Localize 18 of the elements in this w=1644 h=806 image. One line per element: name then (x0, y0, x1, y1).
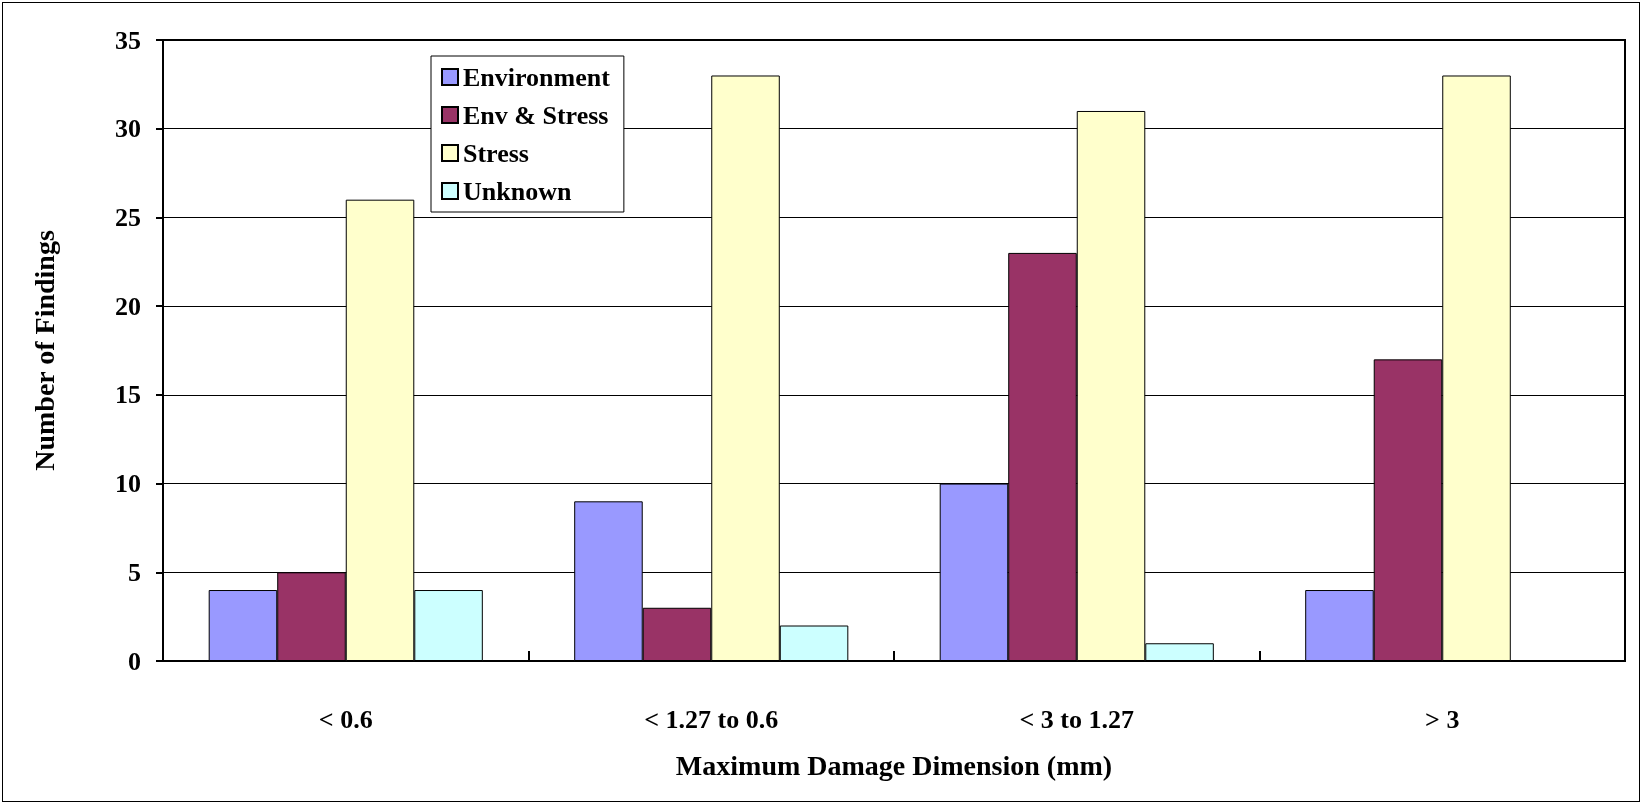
x-axis-title: Maximum Damage Dimension (mm) (675, 749, 1113, 781)
legend-label: Stress (463, 138, 529, 168)
y-tick-label: 5 (128, 557, 141, 587)
y-tick-label: 20 (115, 291, 141, 321)
x-tick-label: < 0.6 (318, 704, 373, 734)
legend-label: Env & Stress (463, 100, 609, 130)
y-tick-label: 15 (115, 380, 141, 410)
x-tick-label: < 1.27 to 0.6 (644, 704, 779, 734)
x-tick-label: < 3 to 1.27 (1019, 704, 1134, 734)
y-tick-label: 0 (128, 646, 141, 676)
y-tick-label: 10 (115, 469, 141, 499)
x-tick-label: > 3 (1425, 704, 1460, 734)
y-tick-label: 25 (115, 202, 141, 232)
y-tick-label: 35 (115, 25, 141, 55)
y-tick-label: 30 (115, 114, 141, 144)
legend-label: Environment (463, 62, 611, 92)
y-axis-title: Number of Findings (28, 230, 60, 471)
legend-label: Unknown (463, 176, 572, 206)
